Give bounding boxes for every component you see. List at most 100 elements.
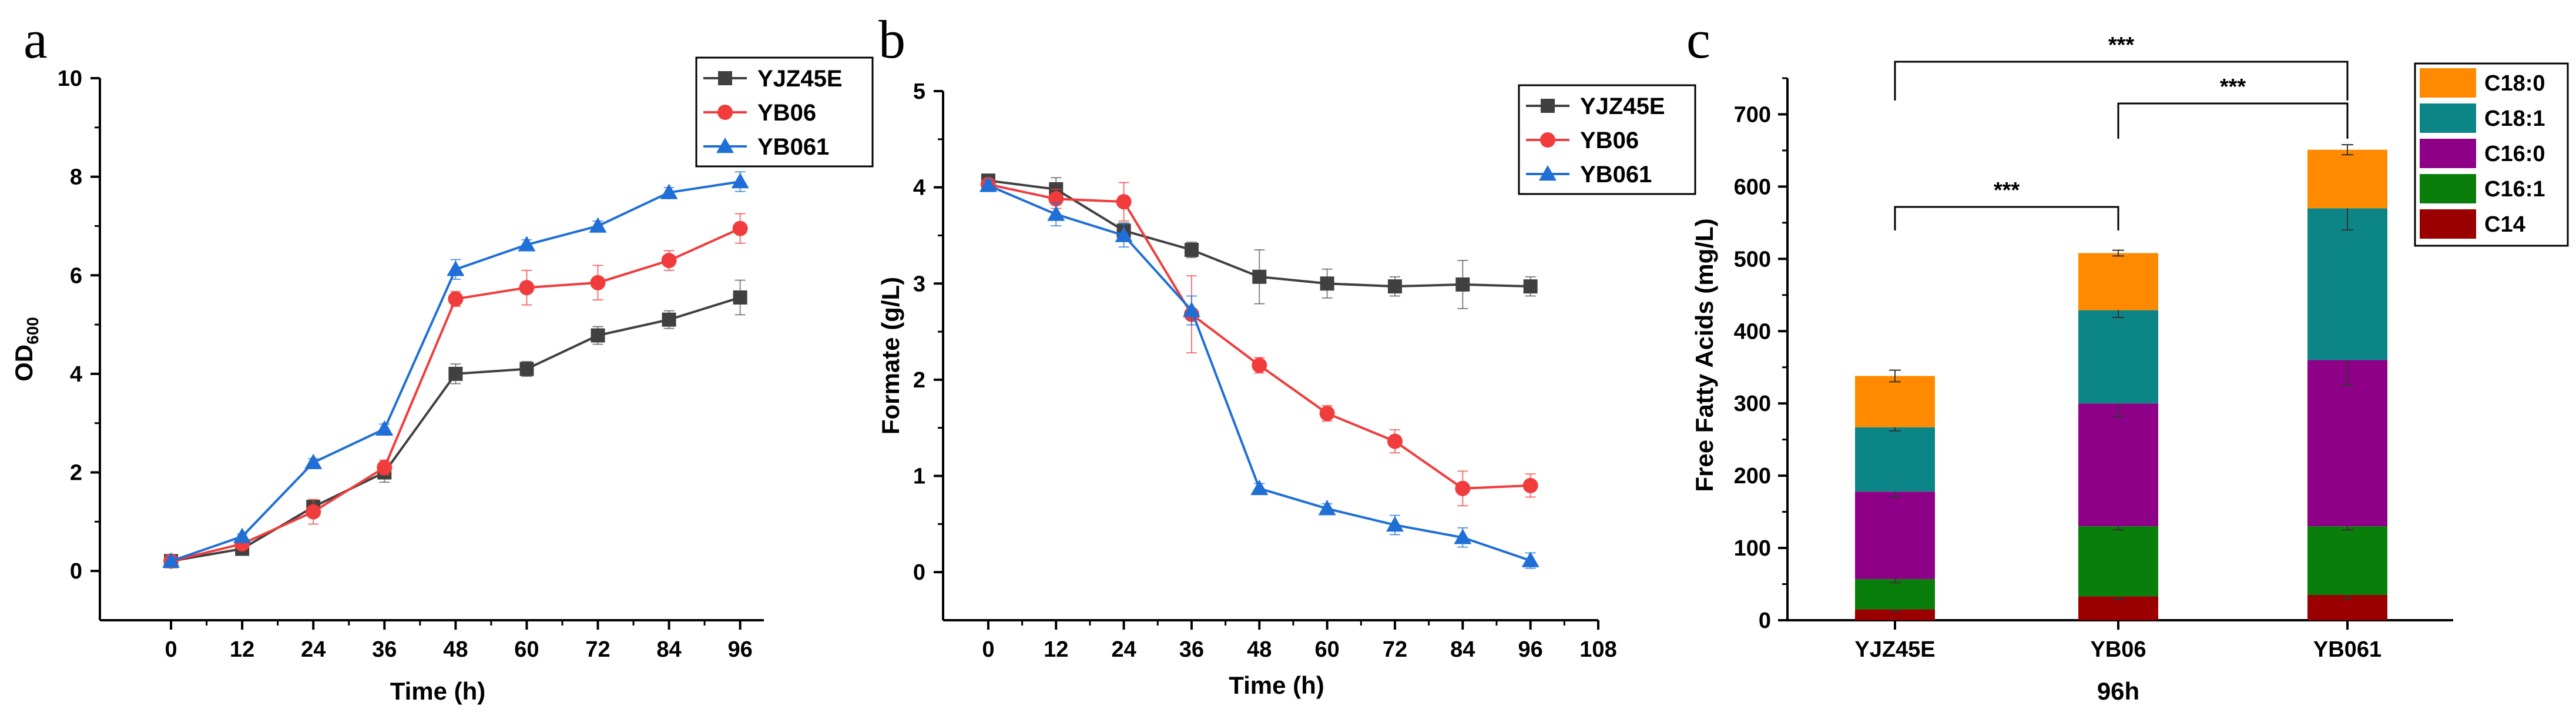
panel-a-xtick-label: 0: [165, 637, 177, 662]
panel-b-point-YB06: [1319, 406, 1335, 422]
panel-c-xtick-label-YB06: YB06: [2090, 637, 2146, 662]
panel-c-ytick-label: 300: [1734, 392, 1771, 416]
panel-b-xtick-label: 84: [1450, 637, 1475, 662]
panel-b-series: [979, 173, 1539, 569]
panel-a-point-YB061: [304, 453, 323, 470]
panel-a-point-YB06: [377, 460, 393, 476]
panel-c-xtick-label-YB061: YB061: [2313, 637, 2382, 662]
panel-b-point-YB061: [1250, 479, 1269, 496]
panel-a-xtick-label: 48: [443, 637, 468, 662]
panel-b-point-YB06: [1455, 480, 1471, 496]
panel-c-bar-YB06-C16-0: [2078, 403, 2158, 527]
panel-c-xlabel: 96h: [2097, 677, 2139, 705]
panel-c-bar-YB061-C18-1: [2307, 208, 2387, 360]
panel-a-point-YB061: [589, 217, 607, 233]
panel-c-ytick-label: 500: [1734, 247, 1771, 272]
panel-b-xtick-label: 36: [1179, 637, 1204, 662]
panel-c-bar-YB06-C18-0: [2078, 253, 2158, 310]
panel-b-xtick-label: 24: [1111, 637, 1136, 662]
panel-b-xtick-label: 108: [1579, 637, 1616, 662]
panel-c-bar-YB061-C16-0: [2307, 360, 2387, 527]
panel-b-xtick-label: 96: [1518, 637, 1543, 662]
panel-label-c: c: [1686, 9, 1710, 69]
panel-c-legend-label-C14: C14: [2484, 212, 2525, 237]
panel-a-legend-marker-YJZ45E: [718, 71, 732, 85]
panel-c-bar-YJZ45E-C16-1: [1855, 578, 1935, 610]
panel-a-ytick-label: 0: [70, 559, 82, 584]
panel-b-point-YB061: [1318, 500, 1336, 516]
panel-a-ytick-label: 10: [58, 66, 82, 91]
panel-a-legend: YJZ45E YB06 YB061: [695, 56, 874, 168]
panel-b-legend-marker-YB06: [1540, 132, 1555, 148]
panel-b-point-YB06: [1116, 194, 1132, 210]
panel-a-ytick-label: 8: [70, 165, 82, 190]
panel-a-point-YJZ45E: [733, 290, 747, 305]
panel-b-point-YB06: [1387, 433, 1403, 449]
panel-b-ytick-label: 1: [913, 464, 925, 489]
panel-a-xtick-label: 84: [656, 637, 681, 662]
panel-c-ytick-label: 400: [1734, 319, 1771, 344]
panel-b-xtick-label: 72: [1383, 637, 1407, 662]
panel-a-ytick-label: 4: [70, 362, 82, 387]
panel-c-bar-YB06-C14: [2078, 596, 2158, 620]
panel-c-bar-YJZ45E-C18-1: [1855, 427, 1935, 492]
panel-a-ylabel: OD600: [10, 317, 42, 382]
panel-b-xtick-label: 0: [982, 637, 994, 662]
panel-c-bar-YB061-C18-0: [2307, 149, 2387, 209]
panel-a-point-YB06: [732, 220, 748, 236]
panel-b-xlabel: Time (h): [1229, 671, 1324, 699]
panel-b-point-YJZ45E: [1455, 277, 1470, 292]
panel-b-ytick-label: 4: [913, 176, 925, 200]
panel-a-xtick-label: 60: [514, 637, 539, 662]
panel-a-ytick-label: 2: [70, 461, 82, 486]
panel-b-legend-label-YB06: YB06: [1580, 128, 1639, 153]
panel-a-point-YB06: [590, 275, 606, 290]
panel-b-series-line-YB06: [988, 183, 1531, 490]
panel-b-point-YB06: [1522, 477, 1538, 493]
panel-a-ylabel-main: OD: [10, 345, 38, 382]
panel-b-xtick-label: 48: [1247, 637, 1272, 662]
panel-a-point-YJZ45E: [448, 366, 463, 381]
panel-a-xtick-label: 36: [372, 637, 397, 662]
panel-c-legend-swatch-C16-0: [2420, 139, 2476, 168]
panel-c-bar-YB06-C16-1: [2078, 526, 2158, 597]
panel-a-point-YB06: [519, 280, 535, 296]
panel-label-a: a: [24, 9, 48, 69]
panel-b-xtick-label: 60: [1314, 637, 1339, 662]
panel-a-legend-label-YB061: YB061: [757, 134, 829, 160]
panel-b-legend: YJZ45E YB06 YB061: [1518, 84, 1696, 195]
panel-c-legend-label-C18-0: C18:0: [2484, 71, 2545, 96]
panel-c-ylabel: Free Fatty Acids (mg/L): [1690, 218, 1718, 491]
panel-c-legend-swatch-C18-0: [2420, 68, 2476, 98]
panel-c-bar-YJZ45E-C16-0: [1855, 491, 1935, 579]
panel-c-legend-label-C18-1: C18:1: [2484, 106, 2545, 131]
panel-c-bar-YB061-C14: [2307, 594, 2387, 620]
panel-c-legend-swatch-C18-1: [2420, 103, 2476, 133]
panel-a-legend-marker-YB06: [717, 105, 733, 120]
panel-c-sig-label: ***: [2220, 75, 2246, 99]
panel-c-ytick-label: 700: [1734, 102, 1771, 127]
panel-b-point-YB061: [1115, 226, 1133, 242]
panel-a-point-YB061: [375, 420, 394, 436]
panel-c-sig-bracket: [1894, 206, 2119, 230]
panel-c-bar-YJZ45E-C18-0: [1855, 376, 1935, 427]
panel-label-b: b: [878, 9, 905, 69]
panel-c-ytick-label: 600: [1734, 175, 1771, 199]
panel-c-xtick-label-YJZ45E: YJZ45E: [1854, 637, 1935, 662]
panel-a-xtick-label: 24: [301, 637, 326, 662]
panel-b-point-YJZ45E: [1184, 243, 1199, 257]
panel-c-bars: [1855, 144, 2387, 620]
panel-a-legend-marker-YB061: [716, 138, 734, 153]
panel-c-sig-bracket: [1894, 61, 2349, 101]
panel-a-xtick-label: 12: [230, 637, 254, 662]
panel-b-point-YB061: [1386, 516, 1404, 532]
panel-c-legend-swatch-C16-1: [2420, 174, 2476, 203]
panel-a-point-YB06: [661, 253, 677, 269]
panel-c-ytick-label: 100: [1734, 536, 1771, 561]
panel-a-legend-label-YJZ45E: YJZ45E: [757, 66, 843, 92]
